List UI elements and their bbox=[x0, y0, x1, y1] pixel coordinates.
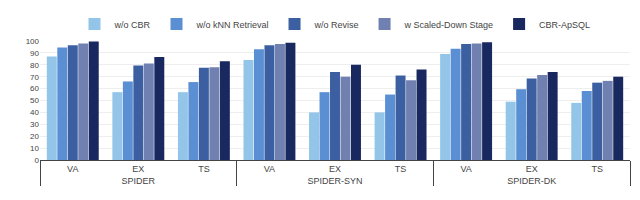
svg-text:EX: EX bbox=[132, 164, 144, 174]
svg-text:VA: VA bbox=[264, 164, 275, 174]
svg-text:VA: VA bbox=[67, 164, 78, 174]
svg-text:50: 50 bbox=[30, 96, 39, 105]
svg-text:30: 30 bbox=[30, 120, 39, 129]
svg-text:0: 0 bbox=[35, 156, 40, 165]
svg-text:10: 10 bbox=[30, 144, 39, 153]
svg-text:w/o Revise: w/o Revise bbox=[314, 20, 359, 30]
svg-text:EX: EX bbox=[329, 164, 341, 174]
svg-text:SPIDER-SYN: SPIDER-SYN bbox=[307, 176, 362, 186]
svg-text:VA: VA bbox=[460, 164, 471, 174]
svg-text:w Scaled-Down Stage: w Scaled-Down Stage bbox=[404, 20, 494, 30]
svg-text:20: 20 bbox=[30, 132, 39, 141]
svg-text:70: 70 bbox=[30, 73, 39, 82]
svg-text:60: 60 bbox=[30, 84, 39, 93]
svg-text:TS: TS bbox=[198, 164, 210, 174]
svg-text:100: 100 bbox=[26, 37, 40, 46]
svg-text:TS: TS bbox=[591, 164, 603, 174]
svg-text:CBR-ApSQL: CBR-ApSQL bbox=[539, 20, 590, 30]
svg-text:TS: TS bbox=[395, 164, 407, 174]
svg-text:SPIDER: SPIDER bbox=[122, 176, 156, 186]
svg-text:SPIDER-DK: SPIDER-DK bbox=[507, 176, 556, 186]
svg-text:EX: EX bbox=[526, 164, 538, 174]
svg-text:w/o CBR: w/o CBR bbox=[114, 20, 151, 30]
svg-text:90: 90 bbox=[30, 49, 39, 58]
svg-text:40: 40 bbox=[30, 108, 39, 117]
svg-text:w/o kNN Retrieval: w/o kNN Retrieval bbox=[196, 20, 269, 30]
svg-text:80: 80 bbox=[30, 61, 39, 70]
